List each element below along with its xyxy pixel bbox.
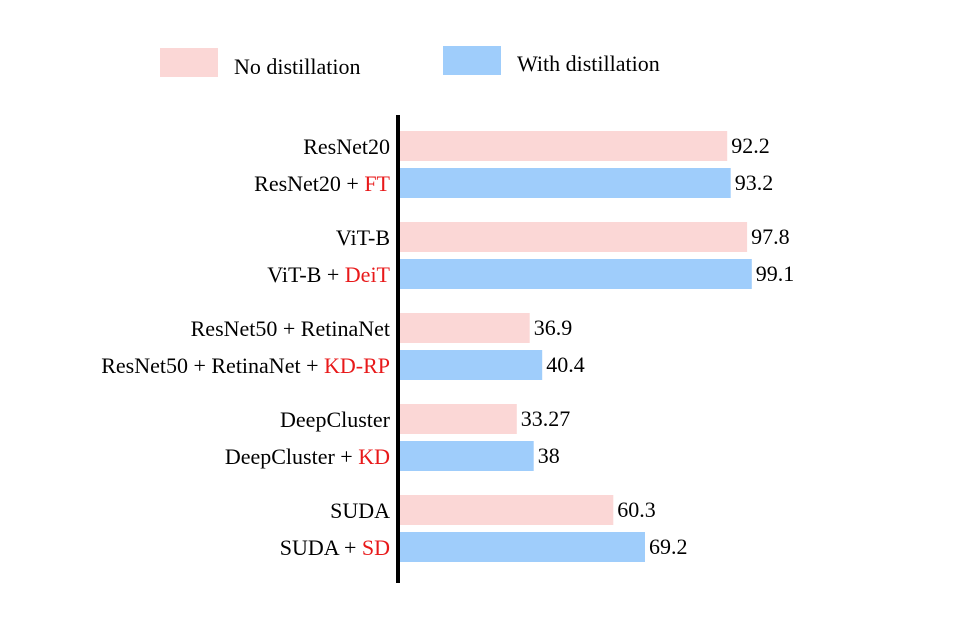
category-label-base: ViT-B + — [267, 262, 345, 287]
bar-with-distillation — [398, 350, 543, 380]
bar-with-distillation — [398, 441, 534, 471]
category-label: DeepCluster — [280, 407, 391, 432]
category-labels: ResNet20 ResNet20 + FT ViT-B ViT-B + DeiT Re… — [101, 134, 390, 560]
bar-no-distillation — [398, 131, 728, 161]
value-label: 97.8 — [751, 224, 790, 249]
legend-swatch-no-distillation — [160, 48, 218, 77]
value-label: 92.2 — [731, 133, 770, 158]
value-label: 60.3 — [617, 497, 656, 522]
category-label: DeepCluster + KD — [225, 444, 390, 469]
value-label: 69.2 — [649, 534, 688, 559]
category-label-method-highlight: KD-RP — [324, 353, 390, 378]
category-label: ResNet20 — [303, 134, 390, 159]
category-label-method-highlight: KD — [358, 444, 390, 469]
bar-with-distillation — [398, 259, 752, 289]
category-label-base: ResNet20 — [303, 134, 390, 159]
category-label-method-highlight: SD — [362, 535, 390, 560]
value-label: 40.4 — [546, 352, 585, 377]
bar-no-distillation — [398, 404, 517, 434]
bar-with-distillation — [398, 532, 645, 562]
category-label: ResNet20 + FT — [254, 171, 390, 196]
category-label-base: SUDA — [330, 498, 390, 523]
legend-label-no-distillation: No distillation — [234, 54, 361, 79]
category-label-method-highlight: DeiT — [345, 262, 391, 287]
category-label: ResNet50 + RetinaNet + KD-RP — [101, 353, 390, 378]
category-label-base: ResNet50 + RetinaNet — [191, 316, 390, 341]
category-label: SUDA + SD — [280, 535, 390, 560]
bar-no-distillation — [398, 495, 614, 525]
category-label-base: DeepCluster + — [225, 444, 358, 469]
category-label-base: ResNet50 + RetinaNet + — [101, 353, 324, 378]
category-label-base: DeepCluster — [280, 407, 391, 432]
category-label-base: ViT-B — [336, 225, 390, 250]
bar-no-distillation — [398, 313, 530, 343]
category-label: ViT-B + DeiT — [267, 262, 390, 287]
category-label: ResNet50 + RetinaNet — [191, 316, 390, 341]
value-labels: 92.2 93.2 97.8 99.1 36.9 40.4 33.27 38 60.3 69.2 — [521, 133, 795, 559]
legend: No distillation With distillation — [160, 46, 660, 79]
category-label: SUDA — [330, 498, 390, 523]
legend-label-with-distillation: With distillation — [517, 51, 660, 76]
category-label-base: SUDA + — [280, 535, 362, 560]
category-label-method-highlight: FT — [364, 171, 390, 196]
bar-with-distillation — [398, 168, 731, 198]
value-label: 38 — [538, 443, 560, 468]
bar-group — [398, 131, 752, 562]
bar-no-distillation — [398, 222, 748, 252]
value-label: 33.27 — [521, 406, 571, 431]
category-label-base: ResNet20 + — [254, 171, 364, 196]
value-label: 36.9 — [534, 315, 573, 340]
value-label: 93.2 — [735, 170, 774, 195]
value-label: 99.1 — [756, 261, 795, 286]
legend-swatch-with-distillation — [443, 46, 501, 75]
category-label: ViT-B — [336, 225, 390, 250]
